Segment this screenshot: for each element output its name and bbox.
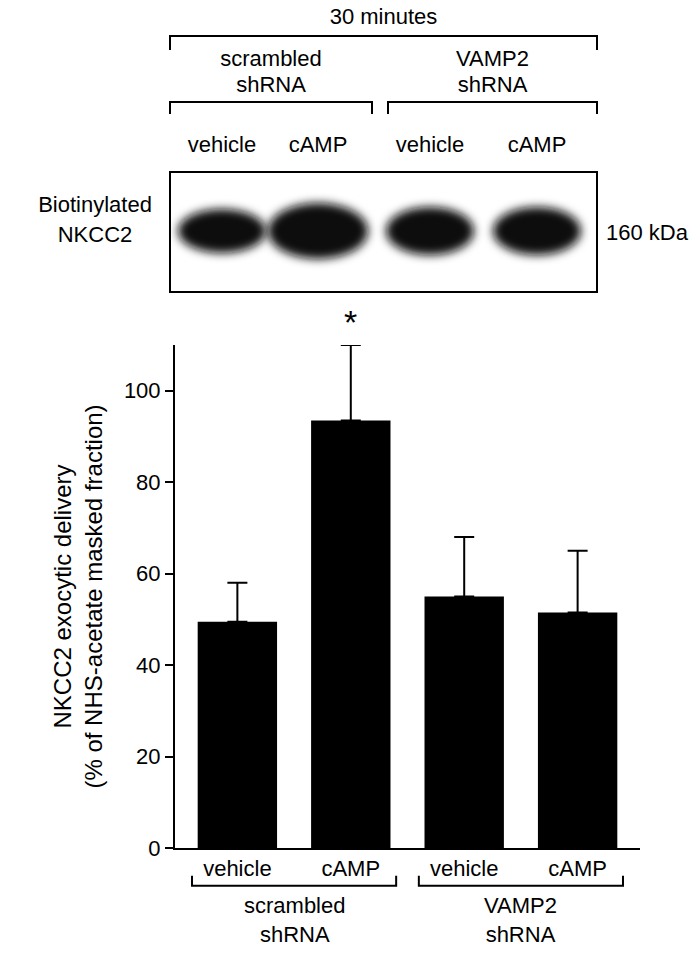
- svg-text:20: 20: [136, 744, 160, 769]
- svg-text:vehicle: vehicle: [430, 856, 498, 881]
- svg-text:vehicle: vehicle: [188, 132, 256, 157]
- svg-text:NKCC2 exocytic delivery(% of N: NKCC2 exocytic delivery(% of NHS-acetate…: [49, 404, 107, 788]
- svg-text:VAMP2: VAMP2: [456, 46, 529, 71]
- svg-text:40: 40: [136, 653, 160, 678]
- svg-text:scrambled: scrambled: [220, 46, 321, 71]
- svg-text:vehicle: vehicle: [396, 132, 464, 157]
- svg-text:scrambledshRNA: scrambledshRNA: [244, 893, 345, 947]
- svg-text:NKCC2: NKCC2: [58, 222, 133, 247]
- svg-text:*: *: [344, 303, 357, 341]
- svg-text:cAMP: cAMP: [508, 132, 567, 157]
- svg-text:Biotinylated: Biotinylated: [38, 192, 152, 217]
- svg-text:0: 0: [148, 836, 160, 861]
- svg-text:VAMP2shRNA: VAMP2shRNA: [484, 893, 557, 947]
- svg-text:60: 60: [136, 561, 160, 586]
- svg-text:80: 80: [136, 470, 160, 495]
- svg-text:shRNA: shRNA: [236, 72, 306, 97]
- svg-text:shRNA: shRNA: [458, 72, 528, 97]
- svg-text:vehicle: vehicle: [203, 856, 271, 881]
- svg-text:cAMP: cAMP: [321, 856, 380, 881]
- svg-text:100: 100: [124, 378, 161, 403]
- svg-text:cAMP: cAMP: [548, 856, 607, 881]
- svg-text:30 minutes: 30 minutes: [330, 4, 438, 29]
- svg-text:cAMP: cAMP: [289, 132, 348, 157]
- svg-text:160 kDa: 160 kDa: [606, 220, 689, 245]
